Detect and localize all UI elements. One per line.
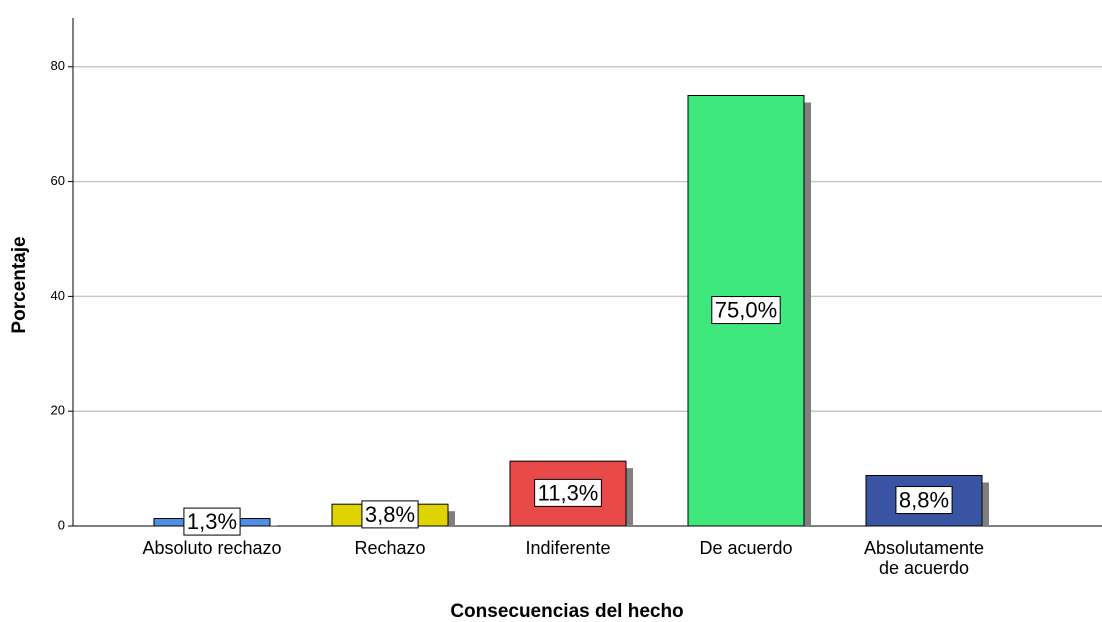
- data-label: 8,8%: [899, 488, 949, 513]
- data-label-box: [534, 478, 602, 507]
- data-label-box: [183, 507, 241, 536]
- x-tick-label: Absoluto rechazo: [142, 538, 281, 558]
- x-tick-label: Indiferente: [525, 538, 610, 558]
- data-label-box: [711, 296, 781, 325]
- y-tick-label: 60: [51, 173, 65, 188]
- data-label-box: [361, 500, 419, 529]
- x-tick-label: Absolutamente de acuerdo: [864, 538, 984, 578]
- y-tick-label: 0: [58, 517, 65, 532]
- data-label: 11,3%: [538, 480, 599, 505]
- y-tick-label: 80: [51, 58, 65, 73]
- y-tick-label: 20: [51, 403, 65, 418]
- data-label: 1,3%: [187, 509, 237, 534]
- x-tick-label-line: Absolutamente: [864, 538, 984, 558]
- x-tick-label-line: de acuerdo: [879, 558, 969, 578]
- y-tick-label: 40: [51, 288, 65, 303]
- x-tick-label: Rechazo: [354, 538, 425, 558]
- data-label: 75,0%: [715, 298, 777, 323]
- x-axis-title: Consecuencias del hecho: [450, 601, 683, 622]
- y-axis-title: Porcentaje: [9, 236, 30, 333]
- x-tick-label: De acuerdo: [699, 538, 792, 558]
- data-label: 3,8%: [365, 502, 415, 527]
- data-label-box: [895, 486, 953, 515]
